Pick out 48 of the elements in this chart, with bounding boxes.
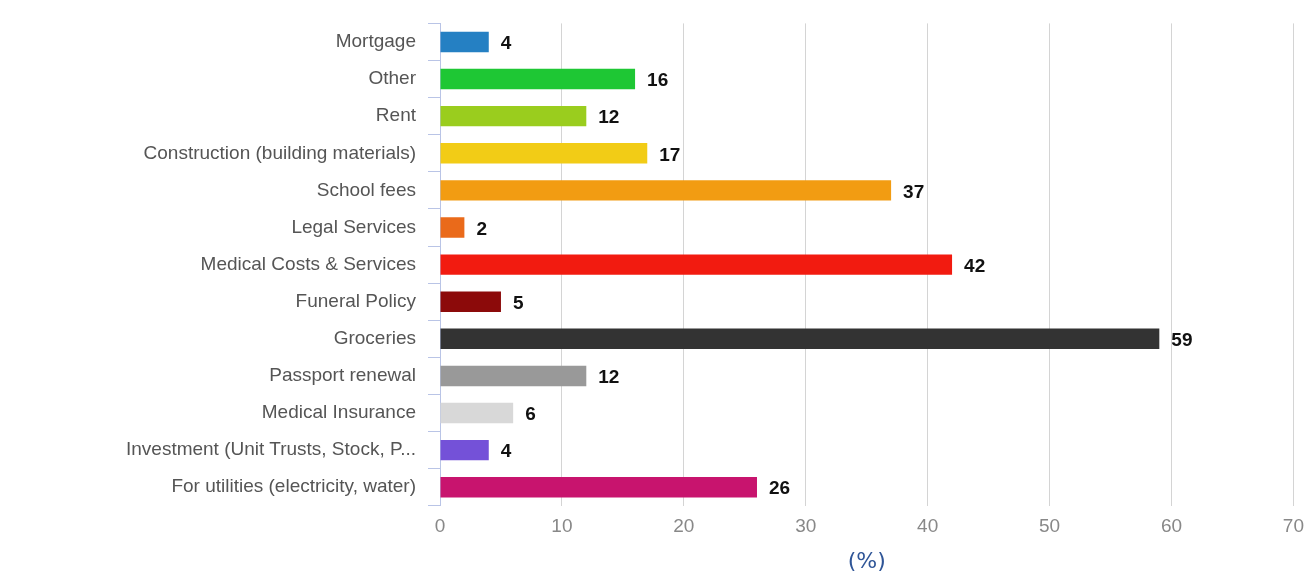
y-tick-label: School fees bbox=[316, 178, 416, 200]
data-label: 17 bbox=[659, 143, 681, 165]
data-label: 59 bbox=[1171, 329, 1193, 351]
x-tick-label: 30 bbox=[795, 515, 817, 537]
y-tick-label: Medical Costs & Services bbox=[200, 252, 416, 274]
x-tick-label: 40 bbox=[917, 515, 939, 537]
data-label: 42 bbox=[964, 254, 986, 276]
x-tick-label: 60 bbox=[1160, 515, 1183, 537]
bar bbox=[440, 402, 514, 424]
y-tick-label: Investment (Unit Trusts, Stock, P... bbox=[125, 438, 416, 460]
bar bbox=[440, 365, 587, 387]
data-label: 37 bbox=[903, 180, 925, 202]
x-tick-label: 20 bbox=[673, 515, 695, 537]
data-label: 16 bbox=[647, 69, 669, 91]
data-label: 6 bbox=[525, 403, 536, 425]
data-label: 26 bbox=[768, 477, 791, 499]
y-tick-label: Mortgage bbox=[335, 30, 416, 52]
data-label: 4 bbox=[500, 32, 512, 54]
y-tick-label: Legal Services bbox=[291, 215, 416, 237]
y-tick-label: For utilities (electricity, water) bbox=[171, 475, 416, 497]
x-axis-title: (%) bbox=[847, 547, 886, 573]
y-tick-label: Passport renewal bbox=[269, 364, 416, 386]
data-label: 4 bbox=[500, 440, 512, 462]
bar bbox=[440, 180, 892, 201]
bar bbox=[440, 477, 757, 498]
bar bbox=[440, 105, 587, 127]
x-tick-label: 50 bbox=[1039, 515, 1061, 537]
y-tick-label: Groceries bbox=[333, 327, 416, 349]
data-label: 5 bbox=[512, 291, 524, 313]
x-tick-label: 70 bbox=[1282, 515, 1304, 537]
y-tick-label: Funeral Policy bbox=[295, 289, 417, 311]
x-tick-label: 0 bbox=[434, 515, 446, 537]
y-tick-label: Other bbox=[368, 67, 417, 89]
data-label: 12 bbox=[598, 366, 620, 388]
bar bbox=[440, 217, 465, 238]
y-tick-label: Medical Insurance bbox=[261, 401, 416, 423]
bar bbox=[440, 31, 489, 53]
bar bbox=[440, 439, 489, 461]
bar bbox=[440, 68, 636, 90]
y-tick-label: Construction (building materials) bbox=[143, 141, 416, 163]
bar bbox=[440, 328, 1160, 350]
data-label: 12 bbox=[598, 106, 620, 128]
bar bbox=[440, 254, 953, 275]
y-tick-label: Rent bbox=[375, 104, 417, 126]
bar bbox=[440, 291, 501, 312]
bar bbox=[440, 143, 648, 164]
data-label: 2 bbox=[476, 217, 487, 239]
x-tick-label: 10 bbox=[551, 515, 573, 537]
